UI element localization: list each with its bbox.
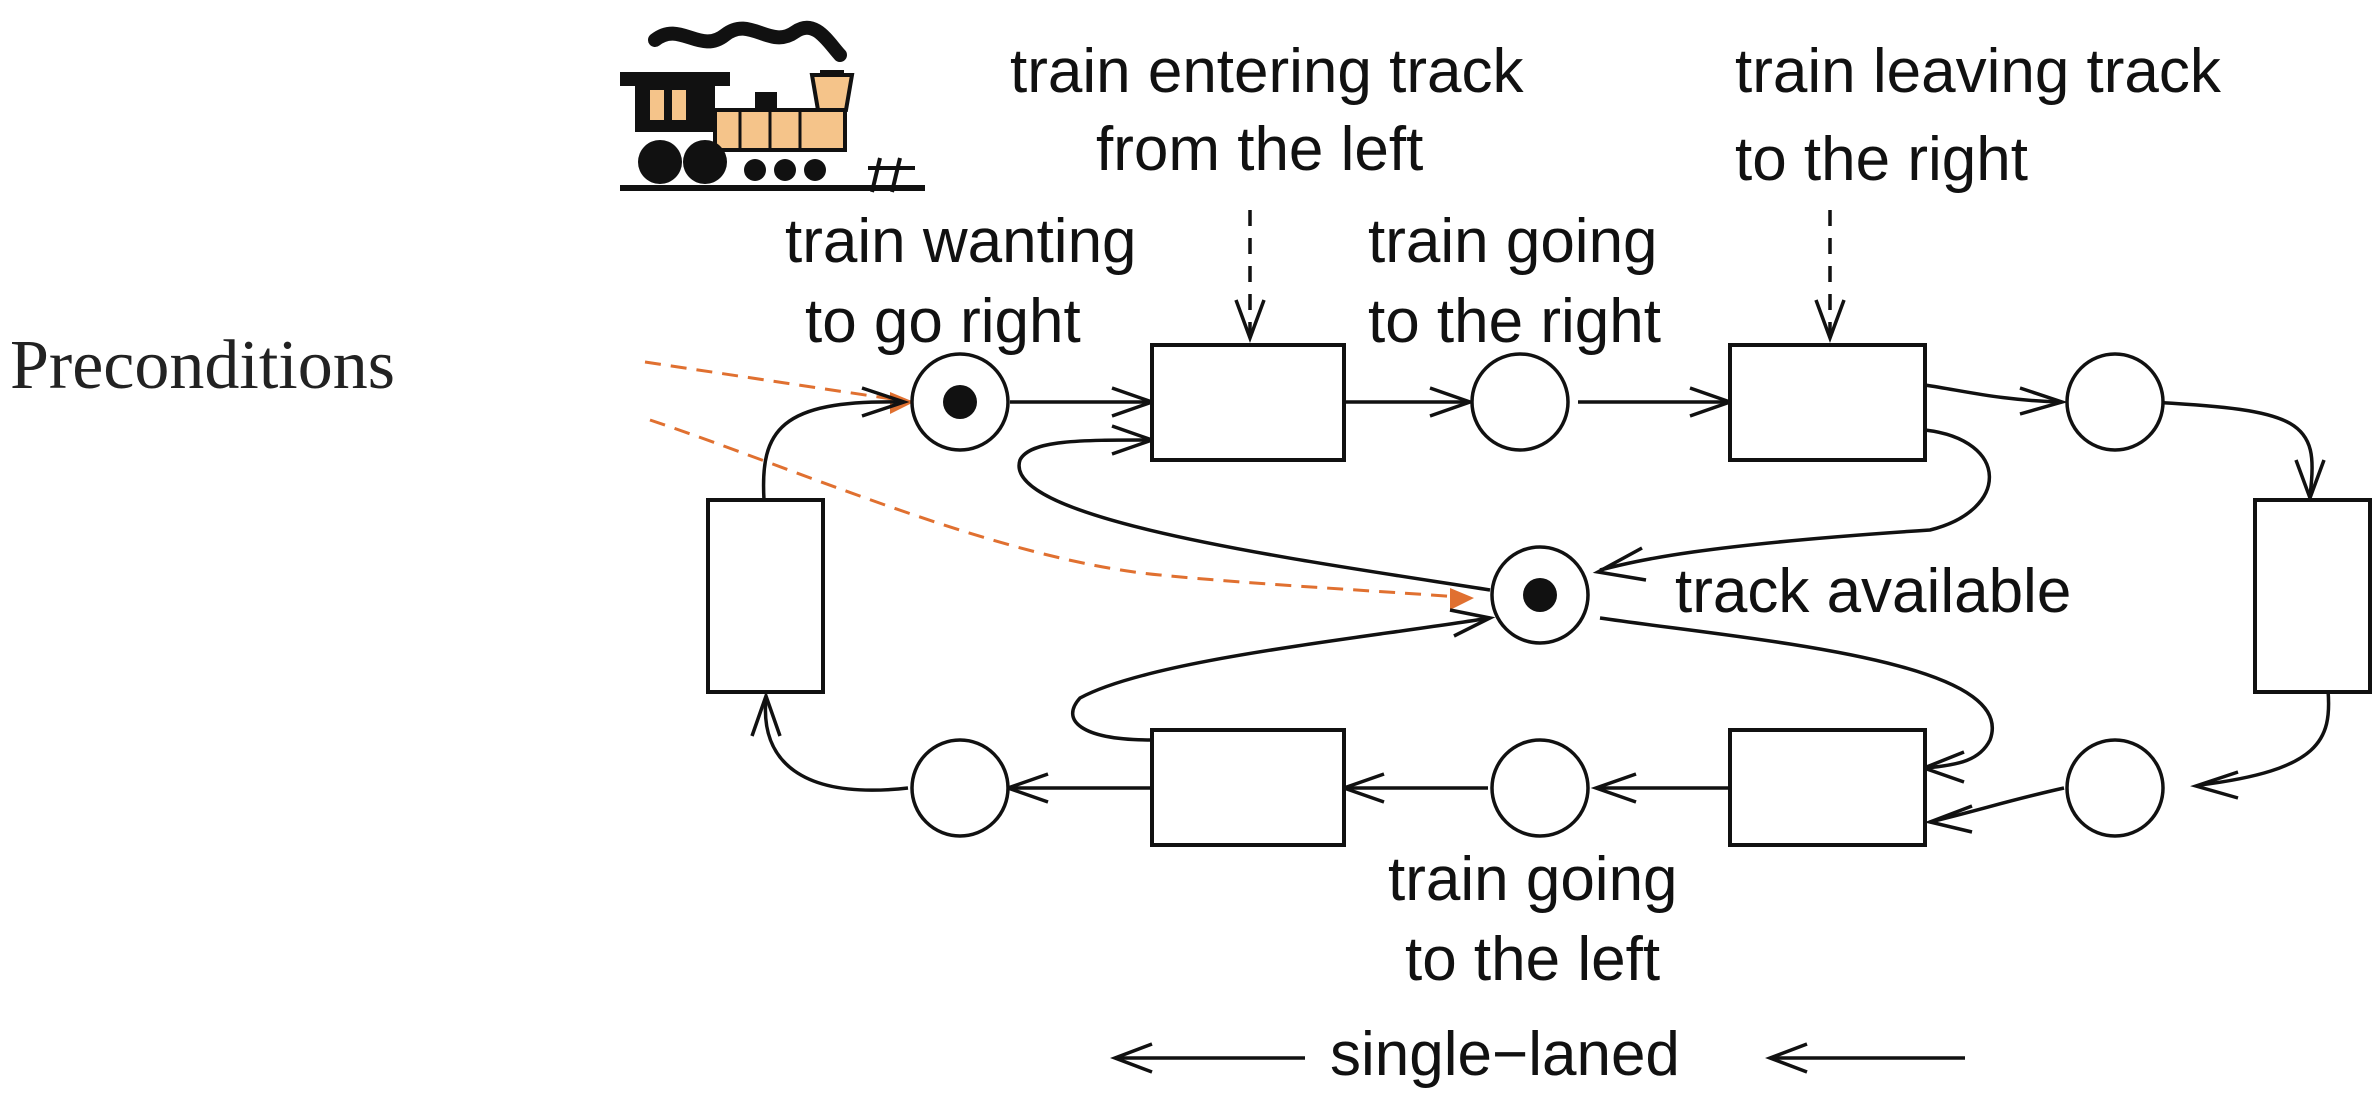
place-circle [910, 738, 1010, 838]
transitions [706, 343, 2372, 847]
label-line: from the left [1096, 115, 1423, 184]
label-line: train wanting [785, 207, 1137, 276]
petri-net-arcs [750, 383, 2331, 834]
steam-locomotive-icon [620, 20, 925, 193]
label-line: train leaving track [1735, 37, 2222, 106]
label-line: to the right [1735, 125, 2028, 194]
label-line: to go right [805, 287, 1081, 356]
place-circle [1470, 352, 1570, 452]
label-train-going-right: train going to the right [1368, 207, 1661, 356]
label-train-going-left: train going to the left [1388, 845, 1678, 994]
place-circle [1490, 738, 1590, 838]
place-circle [2065, 352, 2165, 452]
label-line: to the left [1405, 925, 1660, 994]
single-laned-arrows [1110, 1042, 1965, 1074]
label-train-leaving: train leaving track to the right [1735, 37, 2222, 194]
place-bottom-right [2065, 738, 2165, 838]
place-wanting-right [910, 352, 1010, 452]
label-line: train going [1368, 207, 1658, 276]
transition-left-side [706, 498, 825, 694]
transition-leave-to-left [1150, 728, 1346, 847]
label-line: to the right [1368, 287, 1661, 356]
transition-right-side [2253, 498, 2372, 694]
place-right-end [2065, 352, 2165, 452]
place-bottom-left [910, 738, 1010, 838]
token [1523, 578, 1557, 612]
label-line: train going [1388, 845, 1678, 914]
place-going-right [1470, 352, 1570, 452]
place-circle [2065, 738, 2165, 838]
transition-leave-to-right [1728, 343, 1927, 462]
token [943, 385, 977, 419]
label-single-laned: single−laned [1330, 1020, 1680, 1089]
place-going-left [1490, 738, 1590, 838]
preconditions-label: Preconditions [10, 327, 395, 404]
transition-enter-from-left [1150, 343, 1346, 462]
label-train-wanting-right: train wanting to go right [785, 207, 1137, 356]
external-input-arrows [1234, 210, 1846, 344]
label-track-available: track available [1675, 557, 2071, 626]
place-track-available [1490, 545, 1590, 645]
label-line: train entering track [1010, 37, 1524, 106]
places [910, 352, 2165, 838]
transition-enter-from-right [1728, 728, 1927, 847]
label-train-entering: train entering track from the left [1010, 37, 1524, 184]
